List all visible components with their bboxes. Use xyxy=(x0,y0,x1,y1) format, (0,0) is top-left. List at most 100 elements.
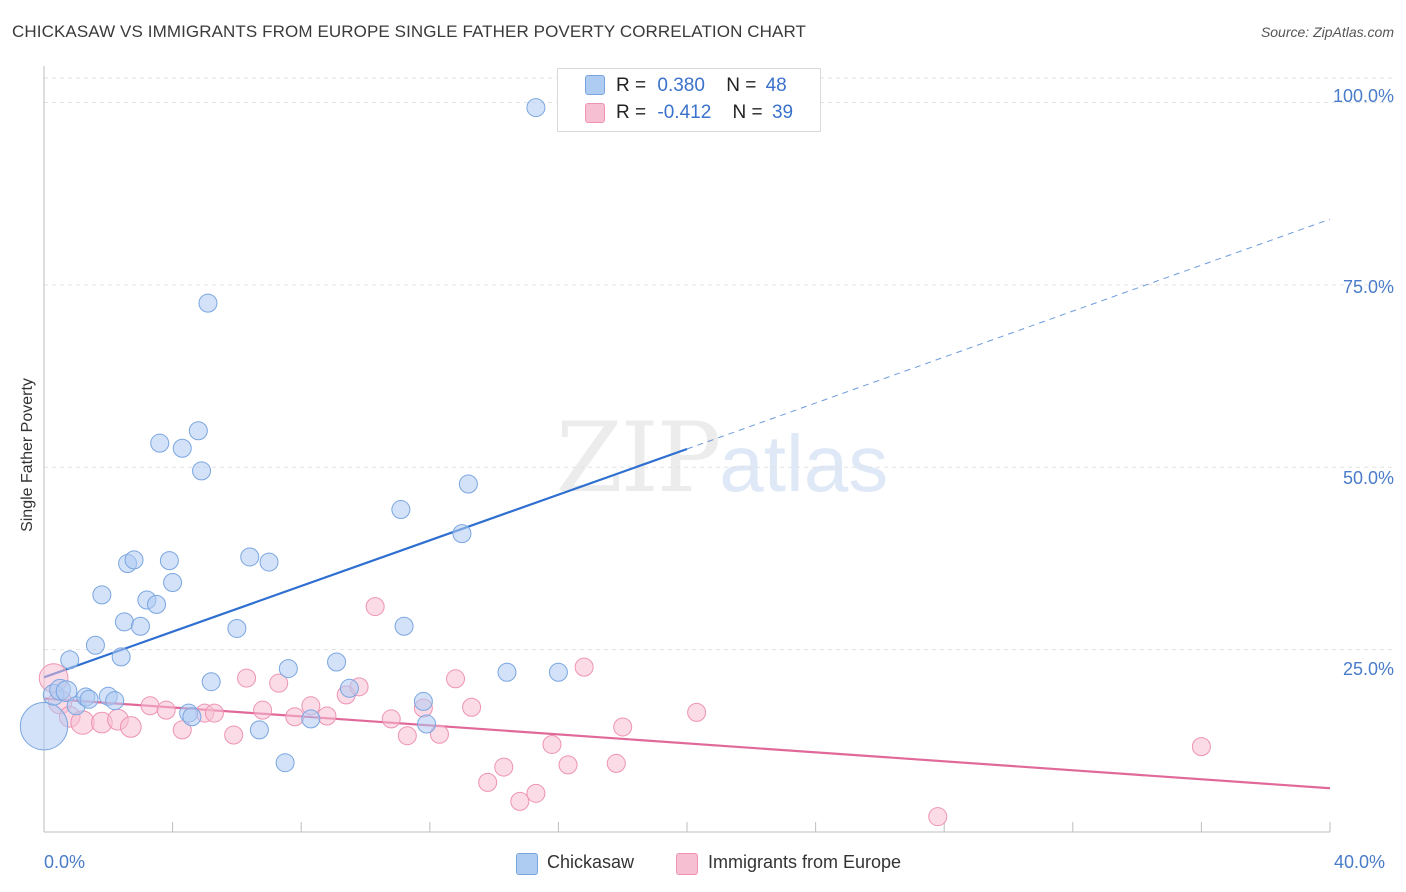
data-point-chickasaw xyxy=(301,709,321,729)
data-point-chickasaw xyxy=(227,618,247,638)
legend-row-europe: R = -0.412 N = 39 xyxy=(616,102,793,126)
data-point-chickasaw xyxy=(198,293,218,313)
data-point-europe xyxy=(285,707,305,727)
data-point-chickasaw xyxy=(55,680,78,703)
data-point-europe xyxy=(224,725,244,745)
data-point-europe xyxy=(1191,737,1211,757)
legend-swatch-europe xyxy=(585,103,605,123)
data-point-europe xyxy=(381,709,401,729)
legend-n-label: N = xyxy=(732,102,763,123)
watermark-atlas: atlas xyxy=(719,419,889,508)
data-point-europe xyxy=(397,726,417,746)
data-point-chickasaw xyxy=(85,635,105,655)
legend-row-chickasaw: R = 0.380 N = 48 xyxy=(616,75,787,99)
legend-n-value: 39 xyxy=(771,102,794,123)
legend-n-value: 48 xyxy=(765,75,787,96)
data-point-chickasaw xyxy=(201,672,221,692)
x-tick-label-min: 0.0% xyxy=(44,852,86,872)
data-point-chickasaw xyxy=(79,689,99,709)
data-point-chickasaw xyxy=(452,524,472,544)
data-point-europe xyxy=(119,716,142,738)
correlation-legend: R = 0.380 N = 48 R = -0.412 N = 39 xyxy=(557,68,821,132)
data-point-chickasaw xyxy=(150,433,170,453)
data-point-europe xyxy=(156,700,176,720)
trend-line-chickasaw xyxy=(43,447,688,679)
data-point-europe xyxy=(429,724,449,744)
data-point-chickasaw xyxy=(278,659,298,679)
data-point-chickasaw xyxy=(275,753,295,773)
data-point-europe xyxy=(462,697,482,717)
data-point-europe xyxy=(542,734,562,754)
data-point-europe xyxy=(558,755,578,775)
watermark: ZIPatlas xyxy=(556,402,888,514)
data-point-chickasaw xyxy=(60,650,80,670)
data-point-europe xyxy=(140,696,160,716)
watermark-zip: ZIP xyxy=(556,402,721,514)
data-point-chickasaw xyxy=(497,662,517,682)
data-points xyxy=(19,96,1211,827)
data-point-chickasaw xyxy=(249,720,269,740)
data-point-europe xyxy=(606,753,626,773)
data-point-europe xyxy=(687,702,707,722)
data-point-europe xyxy=(365,597,385,617)
data-point-europe xyxy=(526,783,546,803)
data-point-chickasaw xyxy=(327,652,347,672)
x-tick-label-max: 40.0% xyxy=(1334,852,1386,872)
y-tick-label-50: 50.0% xyxy=(1342,468,1394,488)
legend-r-value: -0.412 xyxy=(657,102,712,123)
data-point-chickasaw xyxy=(192,461,212,481)
data-point-europe xyxy=(172,720,192,740)
trend-line-extension-chickasaw xyxy=(686,218,1331,450)
legend-r-label: R = xyxy=(616,102,647,123)
chart-title: CHICKASAW VS IMMIGRANTS FROM EUROPE SING… xyxy=(12,22,807,41)
legend-r-label: R = xyxy=(616,75,647,96)
data-point-europe xyxy=(253,700,273,720)
bottom-legend-chickasaw: Chickasaw xyxy=(547,852,635,872)
y-tick-label-75: 75.0% xyxy=(1342,277,1394,297)
data-point-chickasaw xyxy=(339,678,359,698)
data-point-chickasaw xyxy=(159,551,179,571)
legend-n-label: N = xyxy=(726,75,757,96)
data-point-chickasaw xyxy=(240,547,260,567)
data-point-chickasaw xyxy=(92,585,112,605)
data-point-chickasaw xyxy=(413,691,433,711)
data-point-europe xyxy=(237,668,257,688)
trend-lines xyxy=(43,218,1331,790)
bottom-legend-swatch-chickasaw xyxy=(516,853,538,875)
data-point-chickasaw xyxy=(19,702,69,751)
y-tick-label-25: 25.0% xyxy=(1342,659,1394,679)
data-point-europe xyxy=(478,772,498,792)
y-tick-label-100: 100.0% xyxy=(1332,86,1394,106)
data-point-europe xyxy=(613,717,633,737)
data-point-chickasaw xyxy=(147,594,167,614)
data-point-chickasaw xyxy=(394,616,414,636)
data-point-europe xyxy=(510,791,530,811)
data-point-chickasaw xyxy=(163,573,183,593)
data-point-europe xyxy=(204,703,224,723)
data-point-chickasaw xyxy=(172,438,192,458)
data-point-chickasaw xyxy=(458,474,478,494)
legend-swatch-chickasaw xyxy=(585,75,605,95)
data-point-chickasaw xyxy=(259,552,279,572)
data-point-europe xyxy=(494,757,514,777)
data-point-chickasaw xyxy=(417,714,437,734)
data-point-chickasaw xyxy=(526,98,546,118)
data-point-europe xyxy=(574,657,594,677)
data-point-chickasaw xyxy=(391,500,411,520)
data-point-europe xyxy=(446,669,466,689)
data-point-europe xyxy=(269,673,289,693)
data-point-chickasaw xyxy=(111,647,131,667)
data-point-chickasaw xyxy=(182,707,202,727)
legend-r-value: 0.380 xyxy=(657,75,705,96)
data-point-chickasaw xyxy=(130,616,150,636)
data-point-europe xyxy=(317,706,337,726)
data-point-chickasaw xyxy=(188,421,208,441)
data-point-chickasaw xyxy=(114,612,134,632)
bottom-legend-europe: Immigrants from Europe xyxy=(708,852,902,872)
bottom-legend-swatch-europe xyxy=(676,853,698,875)
data-point-europe xyxy=(928,807,948,827)
data-point-chickasaw xyxy=(124,550,144,570)
data-point-chickasaw xyxy=(105,691,125,711)
data-point-chickasaw xyxy=(548,662,568,682)
